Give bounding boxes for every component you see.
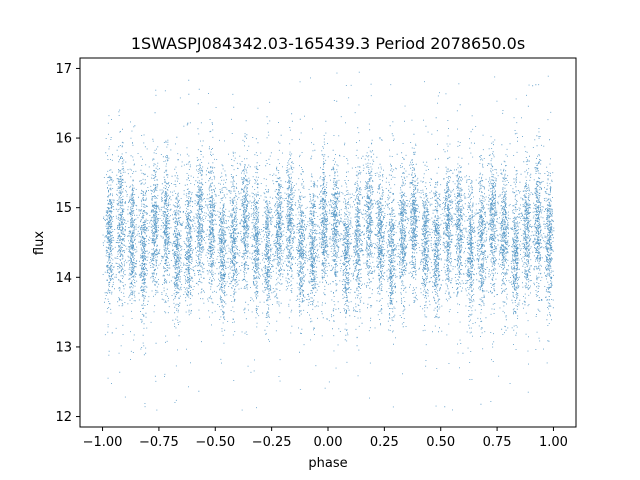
x-tick-label: −0.75: [139, 435, 179, 450]
y-tick-label: 16: [55, 132, 72, 147]
data-points: [102, 71, 555, 411]
y-axis-title: flux: [32, 231, 47, 255]
x-tick-label: 0.25: [370, 435, 399, 450]
x-tick-label: −0.50: [195, 435, 235, 450]
x-axis-title: phase: [308, 456, 347, 471]
y-tick-label: 13: [55, 340, 72, 355]
scatter-points: [102, 71, 555, 411]
x-tick-label: 1.00: [539, 435, 568, 450]
y-tick-label: 14: [55, 271, 72, 286]
y-tick-label: 17: [55, 62, 72, 77]
x-tick-label: 0.75: [483, 435, 512, 450]
x-tick-label: 0.00: [314, 435, 343, 450]
y-tick-label: 15: [55, 201, 72, 216]
y-axis: 12 13 14 15 16 17: [55, 62, 80, 425]
chart-title: 1SWASPJ084342.03-165439.3 Period 2078650…: [131, 34, 525, 53]
y-tick-label: 12: [55, 410, 72, 425]
x-axis: −1.00 −0.75 −0.50 −0.25 0.00 0.25 0.50 0.75 1.00: [83, 427, 568, 450]
x-tick-label: −1.00: [83, 435, 123, 450]
x-tick-label: −0.25: [252, 435, 292, 450]
x-tick-label: 0.50: [426, 435, 455, 450]
